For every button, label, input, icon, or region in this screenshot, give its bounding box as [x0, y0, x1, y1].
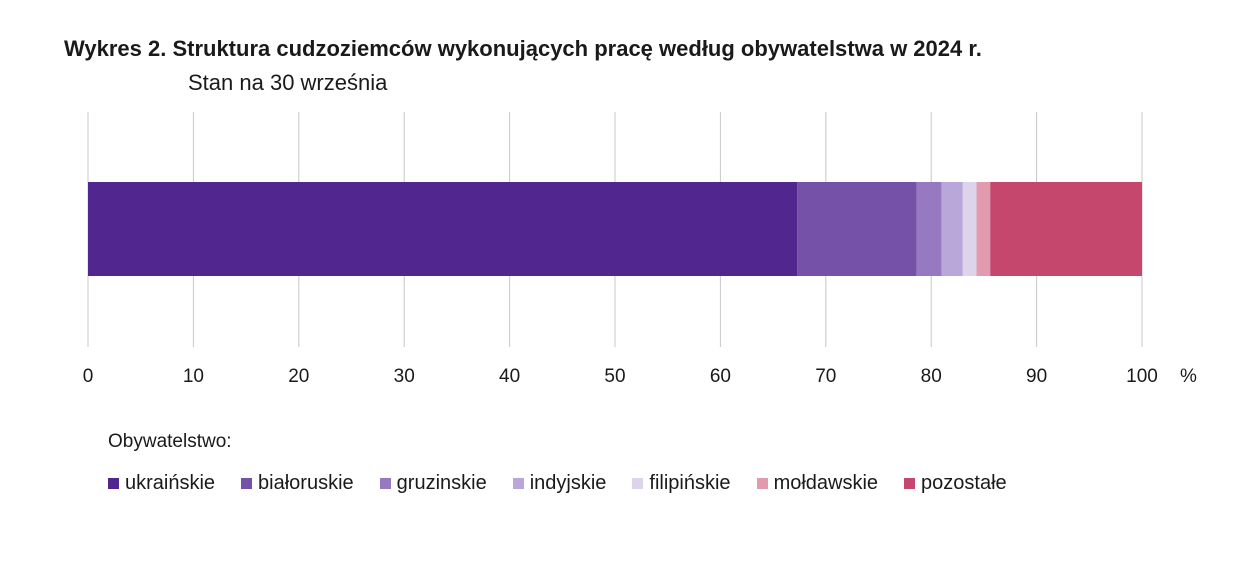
x-tick-label: 50 — [604, 366, 625, 387]
bar-segment — [990, 182, 1142, 276]
legend-label: filipińskie — [649, 472, 731, 494]
x-tick-label: 90 — [1026, 366, 1047, 387]
legend: ukraińskie białoruskie gruzinskie indyjskie… — [108, 472, 1033, 495]
x-tick-label: 40 — [499, 366, 520, 387]
x-tick-label: 30 — [394, 366, 415, 387]
x-tick-label: 100 — [1126, 366, 1158, 387]
legend-item: filipińskie — [632, 472, 731, 495]
legend-swatch — [756, 478, 768, 489]
legend-swatch — [904, 478, 916, 489]
x-tick-label: 80 — [921, 366, 942, 387]
x-tick-label: 60 — [710, 366, 731, 387]
bar-segments — [88, 182, 1142, 276]
legend-label: indyjskie — [529, 472, 607, 494]
x-axis-unit: % — [1180, 366, 1197, 387]
bar-segment — [916, 182, 942, 276]
x-tick-label: 20 — [288, 366, 309, 387]
legend-label: mołdawskie — [773, 472, 879, 494]
legend-label: białoruskie — [258, 472, 354, 494]
legend-swatch — [512, 478, 524, 489]
legend-item: ukraińskie — [108, 472, 215, 495]
legend-label: ukraińskie — [125, 472, 216, 494]
legend-item: pozostałe — [904, 472, 1007, 495]
legend-item: mołdawskie — [756, 472, 879, 495]
x-tick-label: 10 — [183, 366, 204, 387]
bar-segment — [797, 182, 917, 276]
bar-segment — [962, 182, 977, 276]
chart-subtitle: Stan na 30 września — [188, 70, 388, 95]
legend-item: indyjskie — [512, 472, 607, 495]
legend-title: Obywatelstwo: — [108, 431, 232, 452]
bar-segment — [88, 182, 798, 276]
legend-label: gruzinskie — [396, 472, 487, 494]
x-axis-ticks: 0 10 20 30 40 50 60 70 80 90 100 — [83, 366, 1158, 387]
bar-segment — [976, 182, 991, 276]
legend-swatch — [632, 478, 644, 489]
legend-item: białoruskie — [241, 472, 354, 495]
legend-swatch — [379, 478, 391, 489]
x-tick-label: 70 — [815, 366, 836, 387]
legend-swatch — [108, 478, 119, 489]
legend-swatch — [241, 478, 253, 489]
legend-item: gruzinskie — [379, 472, 487, 495]
legend-label: pozostałe — [921, 472, 1007, 494]
bar-segment — [941, 182, 963, 276]
x-tick-label: 0 — [83, 366, 94, 387]
chart-title: Wykres 2. Struktura cudzoziemców wykonuj… — [64, 36, 982, 61]
